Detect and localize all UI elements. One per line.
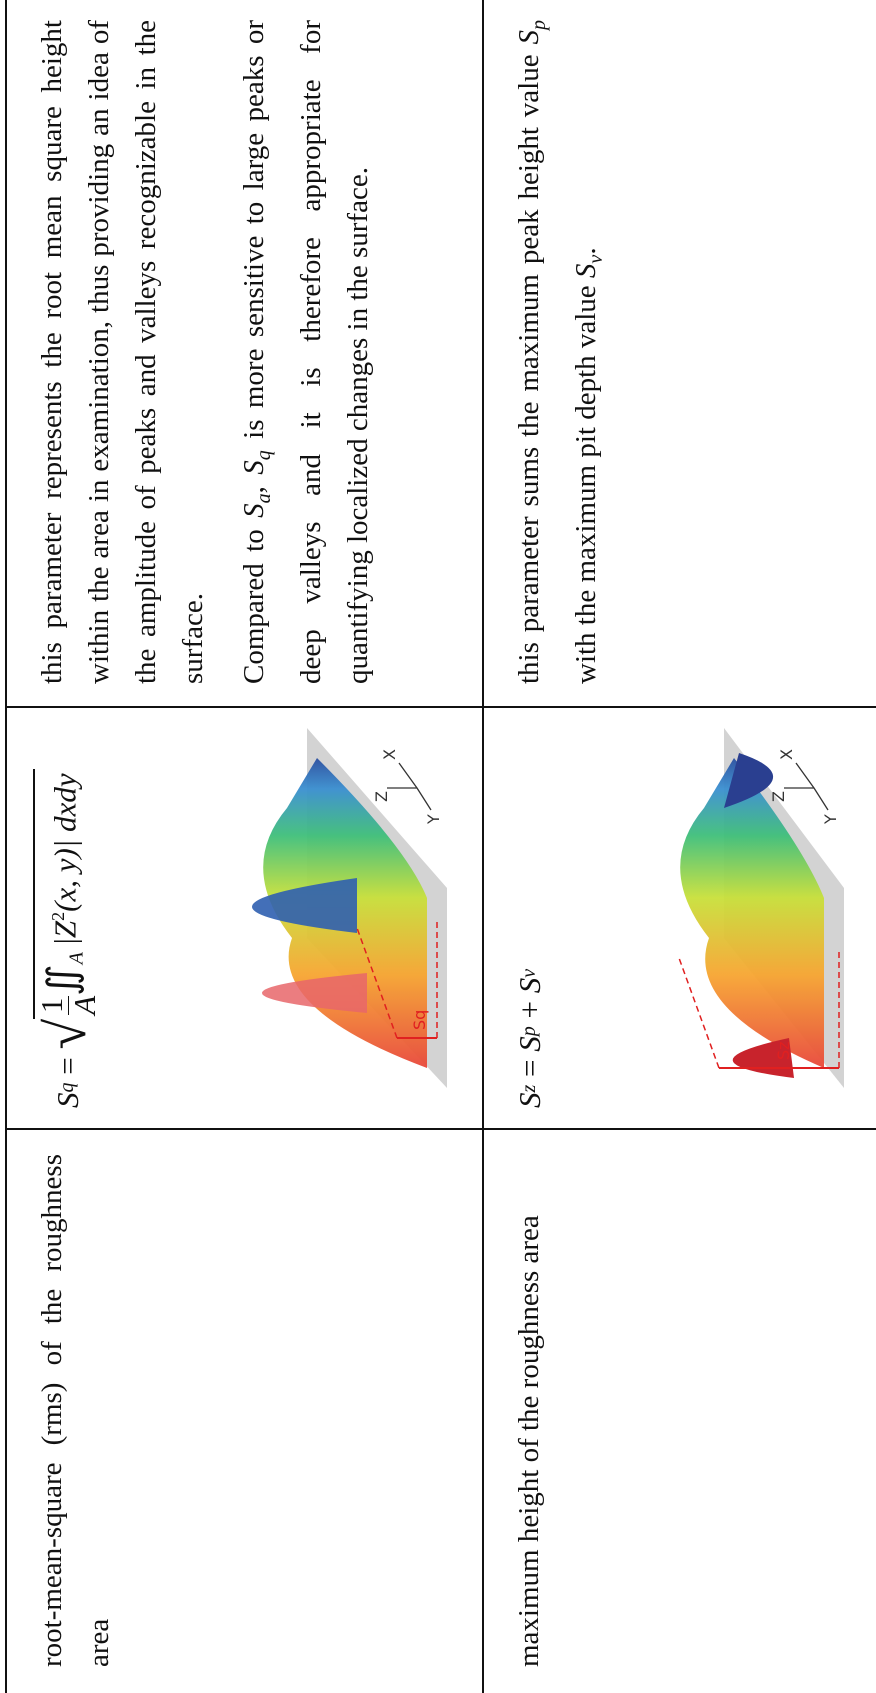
math: dxdy	[47, 773, 83, 832]
figure: Sz Z Y X	[678, 728, 844, 1088]
figure: Sq Z Y X	[252, 728, 447, 1088]
axis-label: X	[380, 749, 399, 760]
math: z	[517, 1084, 540, 1093]
axes	[387, 762, 432, 811]
math: =	[511, 1059, 547, 1077]
math: S	[238, 503, 270, 518]
math: S	[569, 263, 602, 279]
math: (x, y)|	[47, 831, 83, 912]
math: q	[55, 1082, 78, 1093]
axis-label: Z	[769, 791, 788, 802]
dim-dash	[678, 948, 840, 1069]
text: Compared to	[238, 517, 270, 684]
math: =	[49, 1057, 85, 1075]
table: root-mean-square (rms) of the roughness …	[5, 0, 876, 1693]
math-sub: p	[528, 20, 550, 30]
axis-label: Y	[424, 814, 443, 825]
math: 2	[48, 911, 69, 921]
math: p	[527, 20, 550, 30]
dim-label: Sz	[774, 1041, 793, 1060]
text: this parameter represents the root mean …	[36, 20, 209, 684]
math: A	[65, 952, 88, 965]
text: .	[569, 247, 602, 255]
math: +	[511, 1000, 547, 1019]
math: S	[49, 1092, 85, 1109]
row: root-mean-square (rms) of the roughness …	[6, 0, 483, 1693]
notes: this parameter represents the root mean …	[6, 0, 483, 707]
axis-label: Z	[372, 791, 391, 802]
paragraph: this parameter sums the maximum peak hei…	[506, 20, 620, 684]
sqrt: 1 A ∬A |Z2(x, y)| dxdy	[33, 769, 102, 1019]
paragraph: Compared to Sa, Sq is more sensitive to …	[231, 20, 382, 684]
math: |	[47, 938, 83, 945]
math: S	[511, 1092, 547, 1109]
math: S	[511, 1036, 547, 1052]
paragraph: this parameter represents the root mean …	[29, 20, 217, 684]
peak	[262, 973, 367, 1013]
axes	[784, 762, 829, 811]
math-sub: v	[585, 255, 607, 264]
math: S	[511, 977, 547, 994]
math: v	[584, 254, 607, 264]
math: ∬	[39, 964, 85, 996]
description: root-mean-square (rms) of the roughness …	[6, 1129, 483, 1693]
math-sub: q	[253, 450, 275, 460]
pit	[724, 753, 773, 808]
math: S	[238, 460, 270, 475]
text: ,	[238, 474, 270, 494]
math: S	[513, 30, 545, 45]
math: p	[517, 1026, 540, 1037]
notes: this parameter sums the maximum peak hei…	[483, 0, 876, 707]
math: a	[252, 493, 275, 504]
math-sub: a	[253, 493, 275, 503]
math: v	[517, 968, 540, 978]
surface	[680, 758, 824, 1068]
axis-label: Y	[821, 814, 840, 825]
dim-label: Sq	[410, 1010, 429, 1030]
text: with the maximum pit depth value	[569, 278, 602, 684]
peak	[252, 878, 357, 933]
math: A	[66, 995, 102, 1015]
text: this parameter sums the maximum peak hei…	[513, 44, 545, 684]
axis-label: X	[777, 749, 796, 760]
math: q	[252, 450, 275, 461]
math: Z	[47, 920, 83, 939]
dim-dash	[356, 918, 438, 1039]
math: 1	[33, 995, 69, 1015]
description: maximum height of the roughness area	[483, 1129, 876, 1693]
